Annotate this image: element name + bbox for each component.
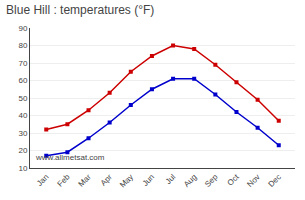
svg-text:60: 60	[18, 76, 27, 85]
svg-text:40: 40	[18, 111, 27, 120]
svg-text:Sep: Sep	[203, 172, 220, 189]
svg-text:Jul: Jul	[164, 172, 178, 186]
svg-text:Jun: Jun	[141, 172, 156, 187]
svg-text:30: 30	[18, 129, 27, 138]
svg-text:Blue Hill : temperatures (°F): Blue Hill : temperatures (°F)	[6, 3, 154, 17]
svg-text:10: 10	[18, 164, 27, 173]
svg-text:Jan: Jan	[35, 172, 50, 187]
svg-text:70: 70	[18, 59, 27, 68]
svg-text:May: May	[118, 172, 135, 189]
svg-text:20: 20	[18, 146, 27, 155]
svg-text:Feb: Feb	[56, 172, 73, 189]
svg-text:Dec: Dec	[267, 172, 283, 188]
svg-text:50: 50	[18, 94, 27, 103]
svg-text:80: 80	[18, 41, 27, 50]
svg-text:Oct: Oct	[226, 172, 242, 188]
svg-text:Nov: Nov	[245, 172, 261, 188]
svg-text:90: 90	[18, 24, 27, 33]
svg-text:Mar: Mar	[77, 172, 93, 188]
svg-text:www.allmetsat.com: www.allmetsat.com	[35, 153, 105, 162]
svg-text:Apr: Apr	[99, 172, 114, 187]
svg-text:Aug: Aug	[182, 172, 198, 188]
